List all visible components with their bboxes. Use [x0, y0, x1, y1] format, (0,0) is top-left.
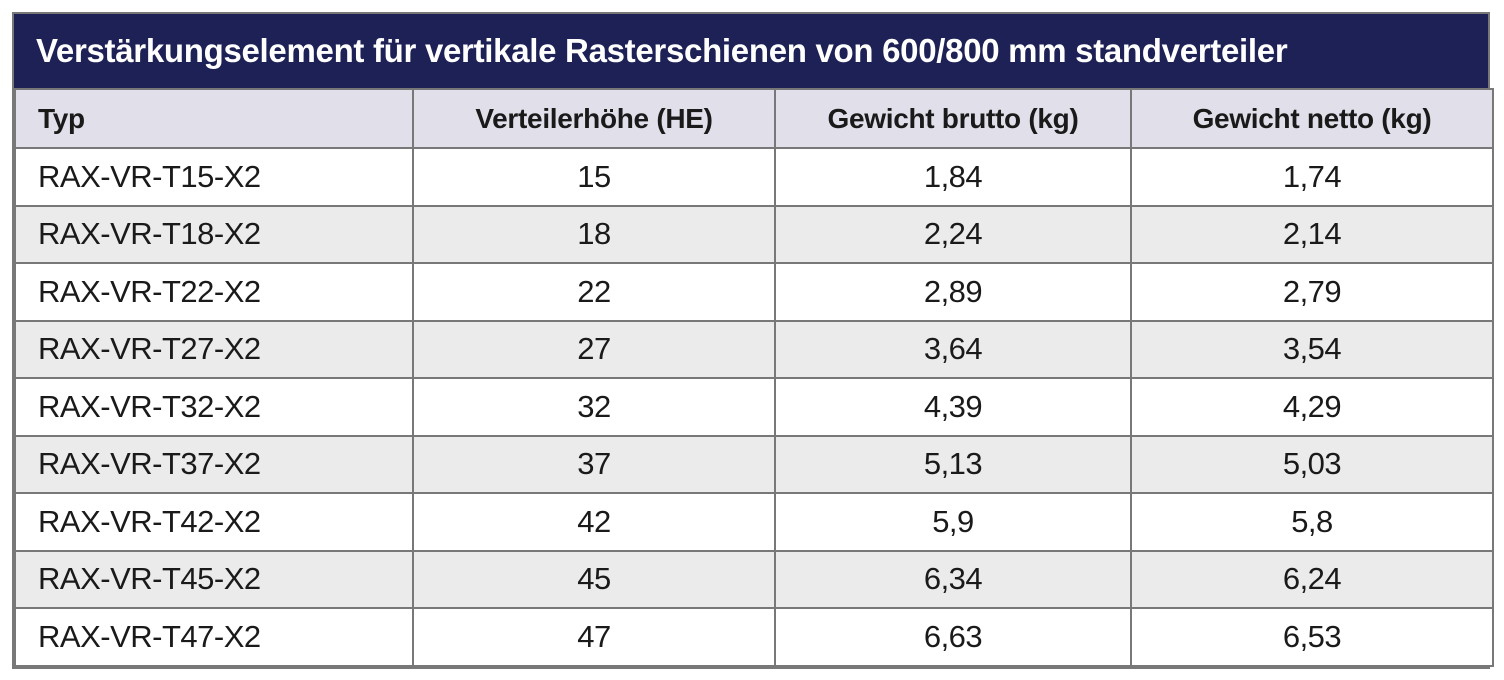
column-header-gewicht-brutto: Gewicht brutto (kg) [774, 88, 1132, 149]
cell-gewicht-brutto: 4,39 [774, 377, 1132, 437]
table-title-bar: Verstärkungselement für vertikale Raster… [14, 14, 1488, 88]
table-title: Verstärkungselement für vertikale Raster… [36, 32, 1288, 69]
header-row: Typ Verteilerhöhe (HE) Gewicht brutto (k… [14, 88, 1494, 149]
cell-typ: RAX-VR-T27-X2 [14, 319, 414, 379]
column-header-verteilerhoehe: Verteilerhöhe (HE) [412, 88, 776, 149]
cell-gewicht-brutto: 5,13 [774, 434, 1132, 494]
table-row: RAX-VR-T32-X2 32 4,39 4,29 [14, 377, 1494, 437]
cell-gewicht-brutto: 5,9 [774, 492, 1132, 552]
table-row: RAX-VR-T22-X2 22 2,89 2,79 [14, 262, 1494, 322]
cell-gewicht-netto: 1,74 [1130, 147, 1494, 207]
cell-typ: RAX-VR-T37-X2 [14, 434, 414, 494]
cell-verteilerhoehe: 18 [412, 204, 776, 264]
table-body: RAX-VR-T15-X2 15 1,84 1,74 RAX-VR-T18-X2 18 2,… [14, 147, 1494, 667]
cell-gewicht-brutto: 3,64 [774, 319, 1132, 379]
table-row: RAX-VR-T27-X2 27 3,64 3,54 [14, 319, 1494, 379]
cell-gewicht-brutto: 6,34 [774, 549, 1132, 609]
cell-verteilerhoehe: 37 [412, 434, 776, 494]
cell-verteilerhoehe: 22 [412, 262, 776, 322]
cell-gewicht-brutto: 6,63 [774, 607, 1132, 667]
table-row: RAX-VR-T18-X2 18 2,24 2,14 [14, 204, 1494, 264]
cell-gewicht-netto: 2,79 [1130, 262, 1494, 322]
spec-table: Verstärkungselement für vertikale Raster… [12, 12, 1494, 669]
spec-data-table: Typ Verteilerhöhe (HE) Gewicht brutto (k… [14, 88, 1494, 667]
cell-gewicht-netto: 4,29 [1130, 377, 1494, 437]
column-header-gewicht-netto: Gewicht netto (kg) [1130, 88, 1494, 149]
table-row: RAX-VR-T47-X2 47 6,63 6,53 [14, 607, 1494, 667]
cell-gewicht-netto: 3,54 [1130, 319, 1494, 379]
cell-typ: RAX-VR-T18-X2 [14, 204, 414, 264]
cell-typ: RAX-VR-T32-X2 [14, 377, 414, 437]
column-header-typ: Typ [14, 88, 414, 149]
cell-gewicht-brutto: 2,89 [774, 262, 1132, 322]
cell-gewicht-netto: 2,14 [1130, 204, 1494, 264]
table-row: RAX-VR-T37-X2 37 5,13 5,03 [14, 434, 1494, 494]
cell-gewicht-brutto: 1,84 [774, 147, 1132, 207]
table-row: RAX-VR-T15-X2 15 1,84 1,74 [14, 147, 1494, 207]
cell-typ: RAX-VR-T22-X2 [14, 262, 414, 322]
cell-typ: RAX-VR-T15-X2 [14, 147, 414, 207]
cell-verteilerhoehe: 27 [412, 319, 776, 379]
cell-typ: RAX-VR-T45-X2 [14, 549, 414, 609]
cell-verteilerhoehe: 47 [412, 607, 776, 667]
cell-gewicht-brutto: 2,24 [774, 204, 1132, 264]
cell-verteilerhoehe: 42 [412, 492, 776, 552]
cell-verteilerhoehe: 32 [412, 377, 776, 437]
cell-verteilerhoehe: 45 [412, 549, 776, 609]
cell-typ: RAX-VR-T47-X2 [14, 607, 414, 667]
cell-gewicht-netto: 6,53 [1130, 607, 1494, 667]
cell-gewicht-netto: 5,8 [1130, 492, 1494, 552]
cell-gewicht-netto: 5,03 [1130, 434, 1494, 494]
cell-gewicht-netto: 6,24 [1130, 549, 1494, 609]
table-row: RAX-VR-T42-X2 42 5,9 5,8 [14, 492, 1494, 552]
cell-typ: RAX-VR-T42-X2 [14, 492, 414, 552]
table-row: RAX-VR-T45-X2 45 6,34 6,24 [14, 549, 1494, 609]
cell-verteilerhoehe: 15 [412, 147, 776, 207]
